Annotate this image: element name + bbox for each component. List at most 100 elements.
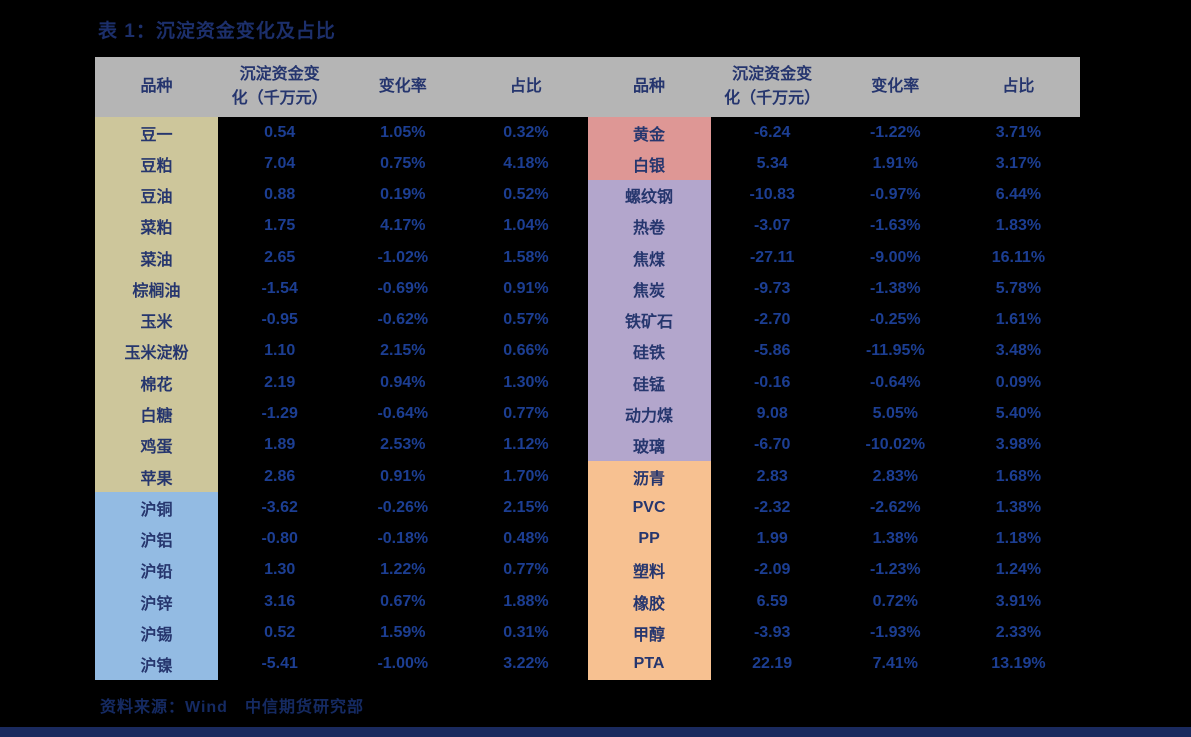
commodity-cell: 鸡蛋 [95, 429, 219, 461]
fund-change-cell: -5.86 [753, 342, 791, 360]
table-title: 表 1：沉淀资金变化及占比 [98, 21, 336, 42]
fund-change-cell: 0.52 [264, 623, 296, 641]
commodity-cell: 豆油 [95, 179, 219, 211]
table-row: 白糖 -1.29 -0.64% 0.77% 动力煤 9.08 5.05% 5.40% [95, 398, 1080, 430]
share-cell: 0.77% [503, 561, 549, 579]
commodity-cell: 沪锌 [95, 585, 219, 618]
table-row: 棉花 2.19 0.94% 1.30% 硅锰 -0.16 -0.64% 0.09% [95, 367, 1080, 399]
commodity-cell: 硅铁 [587, 335, 711, 368]
fund-change-cell: -0.95 [261, 311, 298, 329]
commodity-cell: 沪铅 [95, 554, 219, 586]
header-fund-change-left: 沉淀资金变 化（千万元） [218, 57, 342, 117]
fund-change-cell: 22.19 [752, 655, 793, 673]
commodity-cell: 塑料 [587, 554, 711, 586]
change-rate-cell: 1.59% [380, 623, 426, 641]
fund-change-cell: -6.70 [753, 436, 791, 454]
header-share-left: 占比 [464, 57, 588, 117]
share-cell: 1.68% [995, 467, 1042, 485]
fund-change-cell: 1.75 [264, 217, 296, 235]
table-row: 玉米淀粉 1.10 2.15% 0.66% 硅铁 -5.86 -11.95% 3.48% [95, 335, 1080, 368]
fund-change-cell: 0.88 [264, 186, 296, 204]
share-cell: 4.18% [503, 154, 549, 172]
commodity-cell: 甲醇 [587, 617, 711, 649]
fund-change-cell: 2.83 [756, 467, 788, 485]
commodity-cell: 螺纹钢 [587, 179, 711, 211]
share-cell: 6.44% [995, 186, 1042, 204]
change-rate-cell: -2.62% [869, 498, 921, 516]
data-source-note: 资料来源：Wind 中信期货研究部 [100, 699, 364, 716]
share-cell: 2.15% [503, 498, 549, 516]
change-rate-cell: 5.05% [872, 405, 918, 423]
fund-change-cell: 5.34 [756, 154, 788, 172]
header-commodity-left: 品种 [95, 57, 219, 117]
fund-change-cell: -1.29 [261, 405, 298, 423]
funds-table-container: 品种 沉淀资金变 化（千万元） 变化率 占比 品种 沉淀资金变 化（千万元） 变… [95, 57, 1080, 680]
fund-change-cell: -2.09 [753, 561, 791, 579]
change-rate-cell: -9.00% [869, 248, 921, 266]
change-rate-cell: -1.93% [869, 623, 921, 641]
fund-change-cell: 1.10 [264, 342, 296, 360]
change-rate-cell: -11.95% [865, 342, 925, 360]
commodity-cell: PTA [587, 648, 711, 680]
commodity-cell: 白糖 [95, 398, 219, 430]
commodity-cell: 苹果 [95, 460, 219, 493]
table-row: 豆粕 7.04 0.75% 4.18% 白银 5.34 1.91% 3.17% [95, 148, 1080, 180]
share-cell: 1.70% [503, 467, 549, 485]
commodity-cell: 铁矿石 [587, 304, 711, 336]
change-rate-cell: -0.97% [869, 186, 921, 204]
share-cell: 0.77% [503, 405, 549, 423]
change-rate-cell: 0.75% [380, 154, 426, 172]
change-rate-cell: -0.26% [377, 498, 429, 516]
fund-change-cell: 9.08 [756, 405, 788, 423]
fund-change-cell: 6.59 [756, 592, 788, 610]
share-cell: 0.66% [503, 342, 549, 360]
table-row: 棕榈油 -1.54 -0.69% 0.91% 焦炭 -9.73 -1.38% 5.78% [95, 273, 1080, 305]
fund-change-cell: -27.11 [749, 248, 795, 266]
commodity-cell: 沪锡 [95, 617, 219, 649]
change-rate-cell: 0.94% [380, 373, 426, 391]
change-rate-cell: -1.38% [869, 279, 921, 297]
fund-change-cell: -10.83 [749, 186, 795, 204]
share-cell: 3.98% [995, 436, 1042, 454]
table-row: 沪锡 0.52 1.59% 0.31% 甲醇 -3.93 -1.93% 2.33% [95, 617, 1080, 649]
table-row: 沪镍 -5.41 -1.00% 3.22% PTA 22.19 7.41% 13.19% [95, 648, 1080, 680]
share-cell: 1.18% [995, 530, 1042, 548]
fund-change-cell: 3.16 [264, 592, 296, 610]
change-rate-cell: 7.41% [872, 655, 918, 673]
share-cell: 5.78% [995, 279, 1042, 297]
table-row: 鸡蛋 1.89 2.53% 1.12% 玻璃 -6.70 -10.02% 3.98% [95, 429, 1080, 461]
fund-change-cell: -1.54 [261, 279, 298, 297]
share-cell: 1.04% [503, 217, 549, 235]
funds-table: 品种 沉淀资金变 化（千万元） 变化率 占比 品种 沉淀资金变 化（千万元） 变… [95, 57, 1080, 680]
share-cell: 0.48% [503, 530, 549, 548]
commodity-cell: 白银 [587, 148, 711, 180]
commodity-cell: 黄金 [587, 117, 711, 149]
table-row: 苹果 2.86 0.91% 1.70% 沥青 2.83 2.83% 1.68% [95, 460, 1080, 493]
change-rate-cell: -0.64% [869, 373, 921, 391]
change-rate-cell: 2.83% [872, 467, 918, 485]
fund-change-cell: -5.41 [261, 655, 298, 673]
commodity-cell: 焦炭 [587, 273, 711, 305]
fund-change-cell: -3.62 [261, 498, 298, 516]
commodity-cell: PP [587, 523, 711, 555]
change-rate-cell: -0.25% [869, 311, 921, 329]
change-rate-cell: -0.64% [377, 405, 429, 423]
fund-change-cell: 1.30 [264, 561, 296, 579]
commodity-cell: 橡胶 [587, 585, 711, 618]
change-rate-cell: 1.05% [380, 123, 426, 141]
change-rate-cell: -0.18% [377, 530, 429, 548]
share-cell: 0.52% [503, 186, 549, 204]
share-cell: 1.38% [995, 498, 1042, 516]
commodity-cell: 菜油 [95, 242, 219, 274]
share-cell: 1.83% [995, 217, 1042, 235]
change-rate-cell: -1.22% [869, 123, 921, 141]
change-rate-cell: 2.53% [380, 436, 426, 454]
change-rate-cell: 1.22% [380, 561, 426, 579]
share-cell: 1.12% [503, 436, 549, 454]
header-row: 品种 沉淀资金变 化（千万元） 变化率 占比 品种 沉淀资金变 化（千万元） 变… [95, 57, 1080, 117]
share-cell: 0.91% [503, 279, 549, 297]
share-cell: 13.19% [991, 655, 1046, 673]
commodity-cell: 沪铜 [95, 492, 219, 524]
share-cell: 1.30% [503, 373, 549, 391]
change-rate-cell: 1.91% [872, 154, 918, 172]
